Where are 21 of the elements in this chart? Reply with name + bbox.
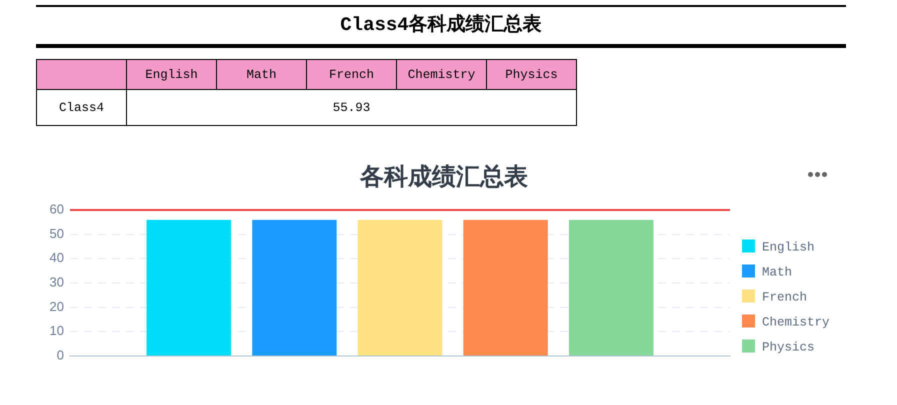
legend-label: English [762,240,815,254]
text: Physics [505,68,558,82]
y-tick-label: 30 [50,274,64,290]
y-tick-label: 50 [50,226,64,241]
y-tick-label: 0 [56,348,64,363]
text: Math [246,68,276,82]
text: 55.93 [126,90,576,126]
chart-title: Class4各科成绩汇总表 [36,5,846,48]
y-tick-label: 20 [50,298,64,314]
legend-label: Math [762,265,792,280]
text: Chemistry [408,68,476,82]
legend-label: French [762,290,808,304]
legend-label: Physics [762,340,815,354]
y-tick-label: 40 [50,250,64,266]
y-tick-label: 10 [50,323,64,338]
text: Class4 [36,90,126,126]
chart-subtitle: 各科成绩汇总表 [359,164,528,191]
y-tick-label: 60 [50,202,64,217]
text: English [145,68,198,82]
text: French [328,68,374,82]
legend-label: Chemistry [762,315,830,330]
